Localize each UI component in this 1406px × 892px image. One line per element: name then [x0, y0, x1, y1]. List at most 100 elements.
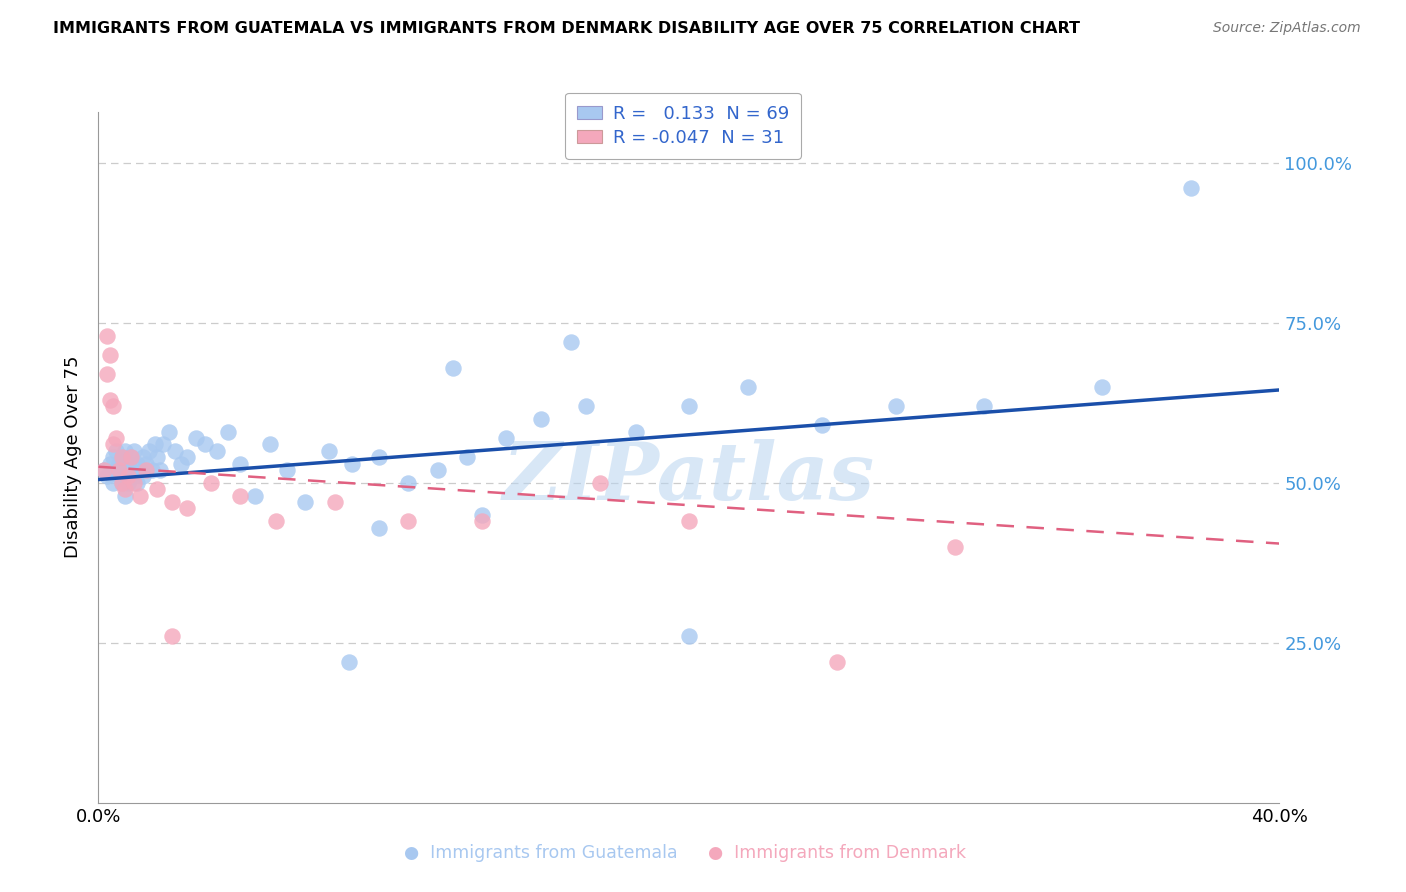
- Point: [122, 469, 145, 483]
- Point: [120, 463, 142, 477]
- Point: [114, 482, 136, 496]
- Point: [1091, 380, 1114, 394]
- Point: [575, 399, 598, 413]
- Point: [678, 514, 700, 528]
- Point: [96, 367, 118, 381]
- Point: [141, 463, 163, 477]
- Point: [229, 489, 252, 503]
- Point: [152, 437, 174, 451]
- Point: [149, 463, 172, 477]
- Point: [98, 348, 121, 362]
- Point: [125, 457, 148, 471]
- Point: [457, 450, 479, 464]
- Point: [103, 437, 125, 451]
- Point: [93, 463, 115, 477]
- Point: [339, 655, 361, 669]
- Y-axis label: Disability Age Over 75: Disability Age Over 75: [65, 356, 83, 558]
- Point: [117, 469, 139, 483]
- Point: [427, 463, 450, 477]
- Point: [368, 520, 391, 534]
- Point: [176, 501, 198, 516]
- Point: [125, 475, 148, 490]
- Point: [162, 495, 183, 509]
- Point: [398, 514, 420, 528]
- Point: [825, 655, 848, 669]
- Point: [323, 495, 346, 509]
- Point: [589, 475, 612, 490]
- Text: ●  Immigrants from Denmark: ● Immigrants from Denmark: [707, 844, 966, 862]
- Point: [98, 392, 121, 407]
- Point: [117, 475, 139, 490]
- Point: [132, 469, 155, 483]
- Point: [114, 443, 136, 458]
- Point: [276, 463, 298, 477]
- Point: [943, 540, 966, 554]
- Point: [441, 360, 464, 375]
- Point: [98, 457, 121, 471]
- Point: [737, 380, 759, 394]
- Point: [114, 489, 136, 503]
- Point: [157, 425, 180, 439]
- Point: [973, 399, 995, 413]
- Point: [122, 443, 145, 458]
- Point: [103, 399, 125, 413]
- Text: ●  Immigrants from Guatemala: ● Immigrants from Guatemala: [405, 844, 678, 862]
- Point: [117, 469, 139, 483]
- Point: [1180, 181, 1202, 195]
- Point: [108, 463, 131, 477]
- Point: [342, 457, 364, 471]
- Point: [108, 469, 131, 483]
- Point: [114, 463, 136, 477]
- Point: [132, 450, 155, 464]
- Point: [111, 475, 134, 490]
- Point: [264, 514, 287, 528]
- Point: [229, 457, 252, 471]
- Point: [259, 437, 281, 451]
- Point: [194, 437, 217, 451]
- Point: [162, 629, 183, 643]
- Point: [105, 431, 128, 445]
- Legend: R =   0.133  N = 69, R = -0.047  N = 31: R = 0.133 N = 69, R = -0.047 N = 31: [565, 93, 801, 159]
- Point: [128, 489, 150, 503]
- Point: [318, 443, 340, 458]
- Text: Source: ZipAtlas.com: Source: ZipAtlas.com: [1213, 21, 1361, 36]
- Point: [105, 443, 128, 458]
- Point: [111, 450, 134, 464]
- Point: [294, 495, 316, 509]
- Point: [146, 482, 169, 496]
- Point: [530, 411, 553, 425]
- Point: [471, 514, 494, 528]
- Point: [810, 418, 832, 433]
- Point: [200, 475, 222, 490]
- Point: [96, 469, 118, 483]
- Point: [165, 443, 187, 458]
- Point: [471, 508, 494, 522]
- Point: [398, 475, 420, 490]
- Point: [120, 450, 142, 464]
- Point: [243, 489, 266, 503]
- Point: [135, 457, 157, 471]
- Point: [128, 463, 150, 477]
- Point: [184, 431, 207, 445]
- Point: [111, 450, 134, 464]
- Point: [103, 475, 125, 490]
- Point: [138, 443, 160, 458]
- Point: [143, 437, 166, 451]
- Point: [884, 399, 907, 413]
- Point: [560, 334, 582, 349]
- Point: [111, 475, 134, 490]
- Point: [105, 463, 128, 477]
- Point: [678, 629, 700, 643]
- Point: [135, 463, 157, 477]
- Point: [205, 443, 228, 458]
- Text: IMMIGRANTS FROM GUATEMALA VS IMMIGRANTS FROM DENMARK DISABILITY AGE OVER 75 CORR: IMMIGRANTS FROM GUATEMALA VS IMMIGRANTS …: [53, 21, 1080, 37]
- Point: [108, 457, 131, 471]
- Point: [495, 431, 517, 445]
- Point: [93, 463, 115, 477]
- Text: ZIPatlas: ZIPatlas: [503, 439, 875, 516]
- Point: [96, 328, 118, 343]
- Point: [678, 399, 700, 413]
- Point: [103, 450, 125, 464]
- Point: [120, 450, 142, 464]
- Point: [368, 450, 391, 464]
